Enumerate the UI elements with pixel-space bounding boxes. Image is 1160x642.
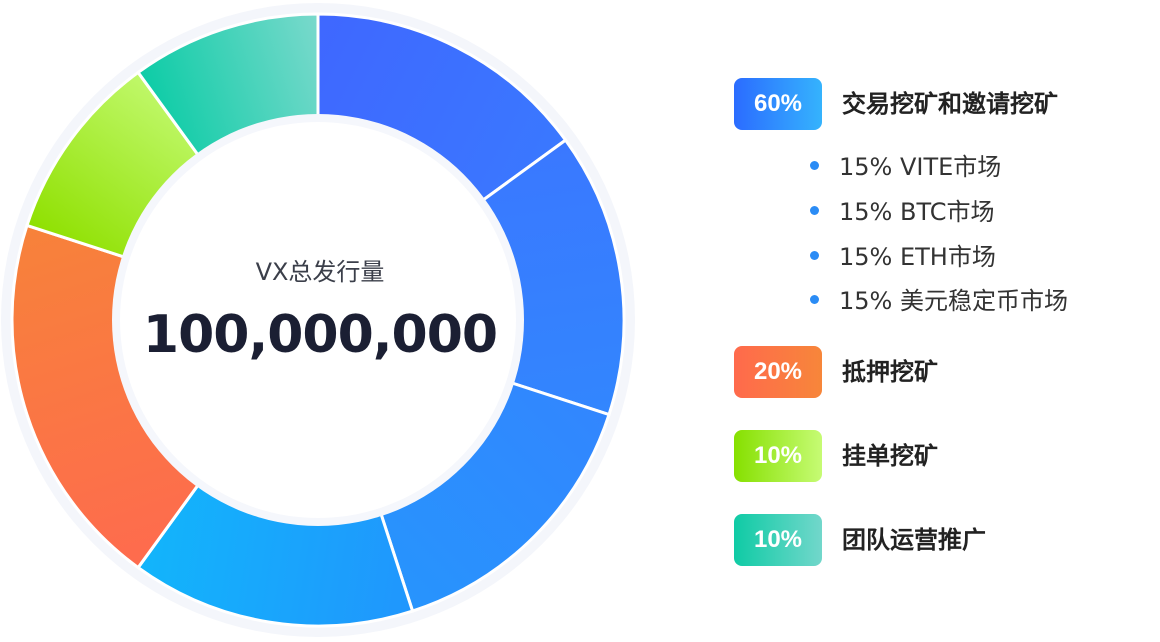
legend-badge-10b: 10% bbox=[734, 514, 822, 566]
legend-sub-text: 15% 美元稳定币市场 bbox=[839, 287, 1068, 315]
legend-sub-item: 15% 美元稳定币市场 bbox=[810, 286, 1068, 316]
legend-label-team-ops: 团队运营推广 bbox=[842, 526, 986, 554]
legend-sub-item: 15% ETH市场 bbox=[810, 242, 996, 272]
bullet-icon bbox=[810, 294, 819, 304]
legend-badge-10a: 10% bbox=[734, 430, 822, 482]
center-value: 100,000,000 bbox=[142, 305, 498, 365]
legend-sub-item: 15% BTC市场 bbox=[810, 197, 994, 227]
legend-sub-item: 15% VITE市场 bbox=[810, 152, 1001, 182]
legend-badge-60: 60% bbox=[734, 78, 822, 130]
legend-sub-text: 15% BTC市场 bbox=[839, 198, 995, 226]
legend-label-staking-mining: 抵押挖矿 bbox=[842, 358, 938, 386]
bullet-icon bbox=[810, 250, 819, 260]
bullet-icon bbox=[810, 160, 819, 170]
donut-chart bbox=[1, 3, 635, 637]
center-title: VX总发行量 bbox=[255, 258, 385, 286]
legend: 60% 交易挖矿和邀请挖矿 15% VITE市场 15% BTC市场 15% E… bbox=[734, 0, 1154, 642]
bullet-icon bbox=[810, 205, 819, 215]
legend-sub-text: 15% VITE市场 bbox=[839, 153, 1002, 181]
legend-sub-text: 15% ETH市场 bbox=[839, 243, 996, 271]
legend-badge-20: 20% bbox=[734, 346, 822, 398]
donut-hole-inner bbox=[120, 122, 516, 518]
legend-label-order-mining: 挂单挖矿 bbox=[842, 442, 938, 470]
legend-label-trading-mining: 交易挖矿和邀请挖矿 bbox=[842, 90, 1058, 118]
